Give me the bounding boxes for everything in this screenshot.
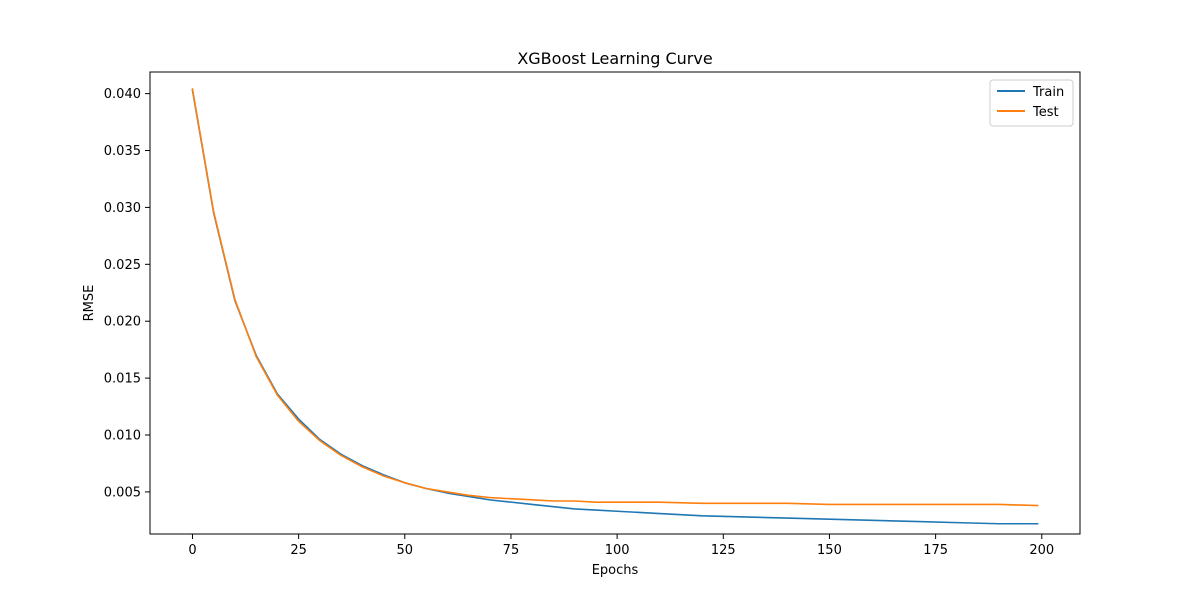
y-tick-label: 0.035 <box>104 144 141 159</box>
x-tick-label: 125 <box>711 543 736 558</box>
x-axis: 0 25 50 75 100 125 150 175 200 <box>188 534 1054 558</box>
series-layer <box>191 88 1039 525</box>
y-tick-label: 0.015 <box>104 372 141 387</box>
x-axis-label: Epochs <box>592 563 639 578</box>
x-tick-label: 150 <box>817 543 842 558</box>
x-tick-label: 0 <box>188 543 196 558</box>
legend-label-test: Test <box>1032 105 1059 120</box>
chart-title: XGBoost Learning Curve <box>517 49 712 68</box>
x-tick-label: 100 <box>605 543 630 558</box>
x-tick-label: 50 <box>397 543 414 558</box>
y-tick-label: 0.005 <box>104 485 141 500</box>
y-tick-label: 0.040 <box>104 87 141 102</box>
x-tick-label: 200 <box>1029 543 1054 558</box>
legend-label-train: Train <box>1032 85 1064 100</box>
y-tick-label: 0.030 <box>104 201 141 216</box>
x-tick-label: 175 <box>923 543 948 558</box>
y-axis: 0.005 0.010 0.015 0.020 0.025 0.030 0.035 0.040 <box>104 87 150 500</box>
series-line-test <box>191 88 1039 507</box>
y-tick-label: 0.020 <box>104 315 141 330</box>
y-tick-label: 0.025 <box>104 258 141 273</box>
legend: Train Test <box>989 79 1074 127</box>
x-tick-label: 75 <box>503 543 520 558</box>
plot-frame <box>149 71 1081 535</box>
x-tick-label: 25 <box>290 543 307 558</box>
y-tick-label: 0.010 <box>104 429 141 444</box>
y-axis-label: RMSE <box>82 285 97 322</box>
series-line-train <box>191 89 1039 525</box>
